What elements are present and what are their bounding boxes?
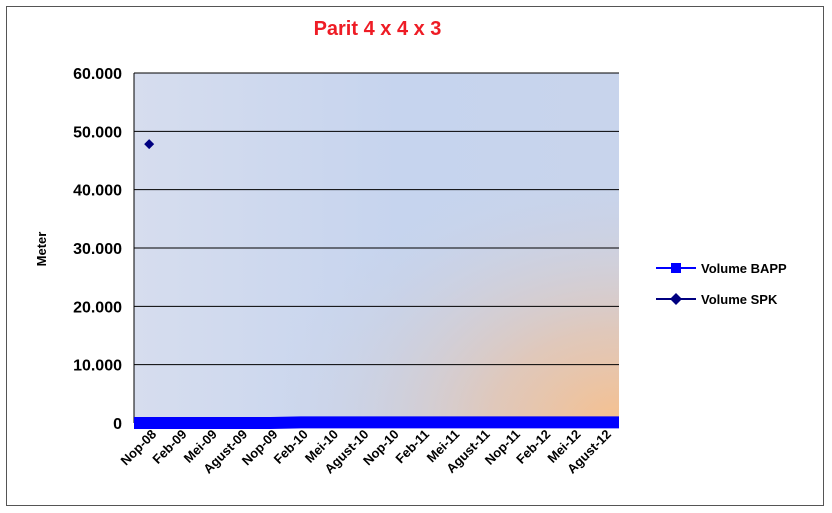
data-point-volume-bapp [297, 418, 305, 426]
data-point-volume-bapp [509, 418, 517, 426]
data-point-volume-bapp [448, 418, 456, 426]
legend-label: Volume BAPP [701, 261, 787, 276]
legend: Volume BAPP Volume SPK [656, 261, 787, 307]
x-tick-label: Feb-09 [149, 427, 189, 467]
y-tick-label: 50.000 [73, 124, 122, 141]
data-point-volume-bapp [570, 418, 578, 426]
x-tick-label: Feb-10 [271, 427, 311, 467]
data-point-volume-bapp [479, 418, 487, 426]
data-point-volume-bapp [539, 418, 547, 426]
y-tick-label: 10.000 [73, 358, 122, 375]
data-point-volume-bapp [145, 419, 153, 427]
y-tick-label: 40.000 [73, 183, 122, 200]
y-tick-label: 0 [113, 416, 122, 433]
y-axis-ticks: 0 10.000 20.000 30.000 40.000 50.000 60.000 [73, 66, 122, 433]
data-point-volume-bapp [327, 418, 335, 426]
x-axis-ticks: Nop-08Feb-09Mei-09Agust-09Nop-09Feb-10Me… [118, 427, 614, 477]
data-point-volume-bapp [388, 418, 396, 426]
x-tick-label: Feb-12 [513, 427, 553, 467]
data-point-volume-bapp [418, 418, 426, 426]
data-point-volume-bapp [175, 419, 183, 427]
legend-label: Volume SPK [701, 292, 778, 307]
legend-diamond-marker [670, 293, 682, 305]
data-point-volume-bapp [266, 419, 274, 427]
y-axis-label: Meter [34, 232, 49, 267]
data-point-volume-bapp [600, 418, 608, 426]
data-point-volume-bapp [236, 419, 244, 427]
x-tick-label: Feb-11 [392, 427, 432, 467]
y-tick-label: 20.000 [73, 299, 122, 316]
data-point-volume-bapp [206, 419, 214, 427]
legend-square-marker [671, 263, 681, 273]
data-point-volume-bapp [357, 418, 365, 426]
y-tick-label: 30.000 [73, 241, 122, 258]
x-tick-label: Nop-08 [118, 427, 160, 469]
y-tick-label: 60.000 [73, 66, 122, 83]
